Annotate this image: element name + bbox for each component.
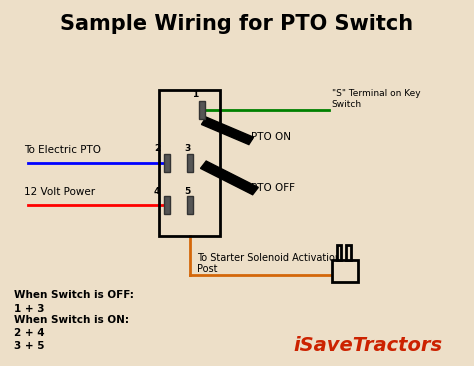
Text: When Switch is OFF:
1 + 3: When Switch is OFF: 1 + 3	[14, 290, 134, 314]
Text: PTO ON: PTO ON	[251, 132, 291, 142]
Bar	[186, 154, 192, 172]
Text: 3: 3	[184, 145, 191, 153]
Text: 12 Volt Power: 12 Volt Power	[24, 187, 95, 197]
Text: iSaveTractors: iSaveTractors	[294, 336, 443, 355]
Bar	[346, 245, 351, 260]
Polygon shape	[201, 117, 254, 145]
Text: When Switch is ON:
2 + 4
3 + 5: When Switch is ON: 2 + 4 3 + 5	[14, 315, 129, 351]
Text: To Electric PTO: To Electric PTO	[24, 145, 100, 155]
Text: 2: 2	[154, 145, 160, 153]
Bar	[332, 260, 358, 282]
Bar	[186, 196, 192, 214]
Text: Sample Wiring for PTO Switch: Sample Wiring for PTO Switch	[61, 14, 413, 34]
Bar	[164, 196, 170, 214]
Text: 1: 1	[191, 90, 198, 99]
Text: PTO OFF: PTO OFF	[251, 183, 295, 194]
Bar	[159, 90, 220, 236]
Text: 4: 4	[154, 187, 160, 195]
Text: "S" Terminal on Key
Switch: "S" Terminal on Key Switch	[332, 89, 420, 109]
Text: To Starter Solenoid Activation
Post: To Starter Solenoid Activation Post	[197, 253, 341, 274]
Bar	[337, 245, 341, 260]
Bar	[164, 154, 170, 172]
Text: 5: 5	[184, 187, 191, 195]
Bar	[199, 101, 205, 119]
Polygon shape	[201, 161, 258, 195]
